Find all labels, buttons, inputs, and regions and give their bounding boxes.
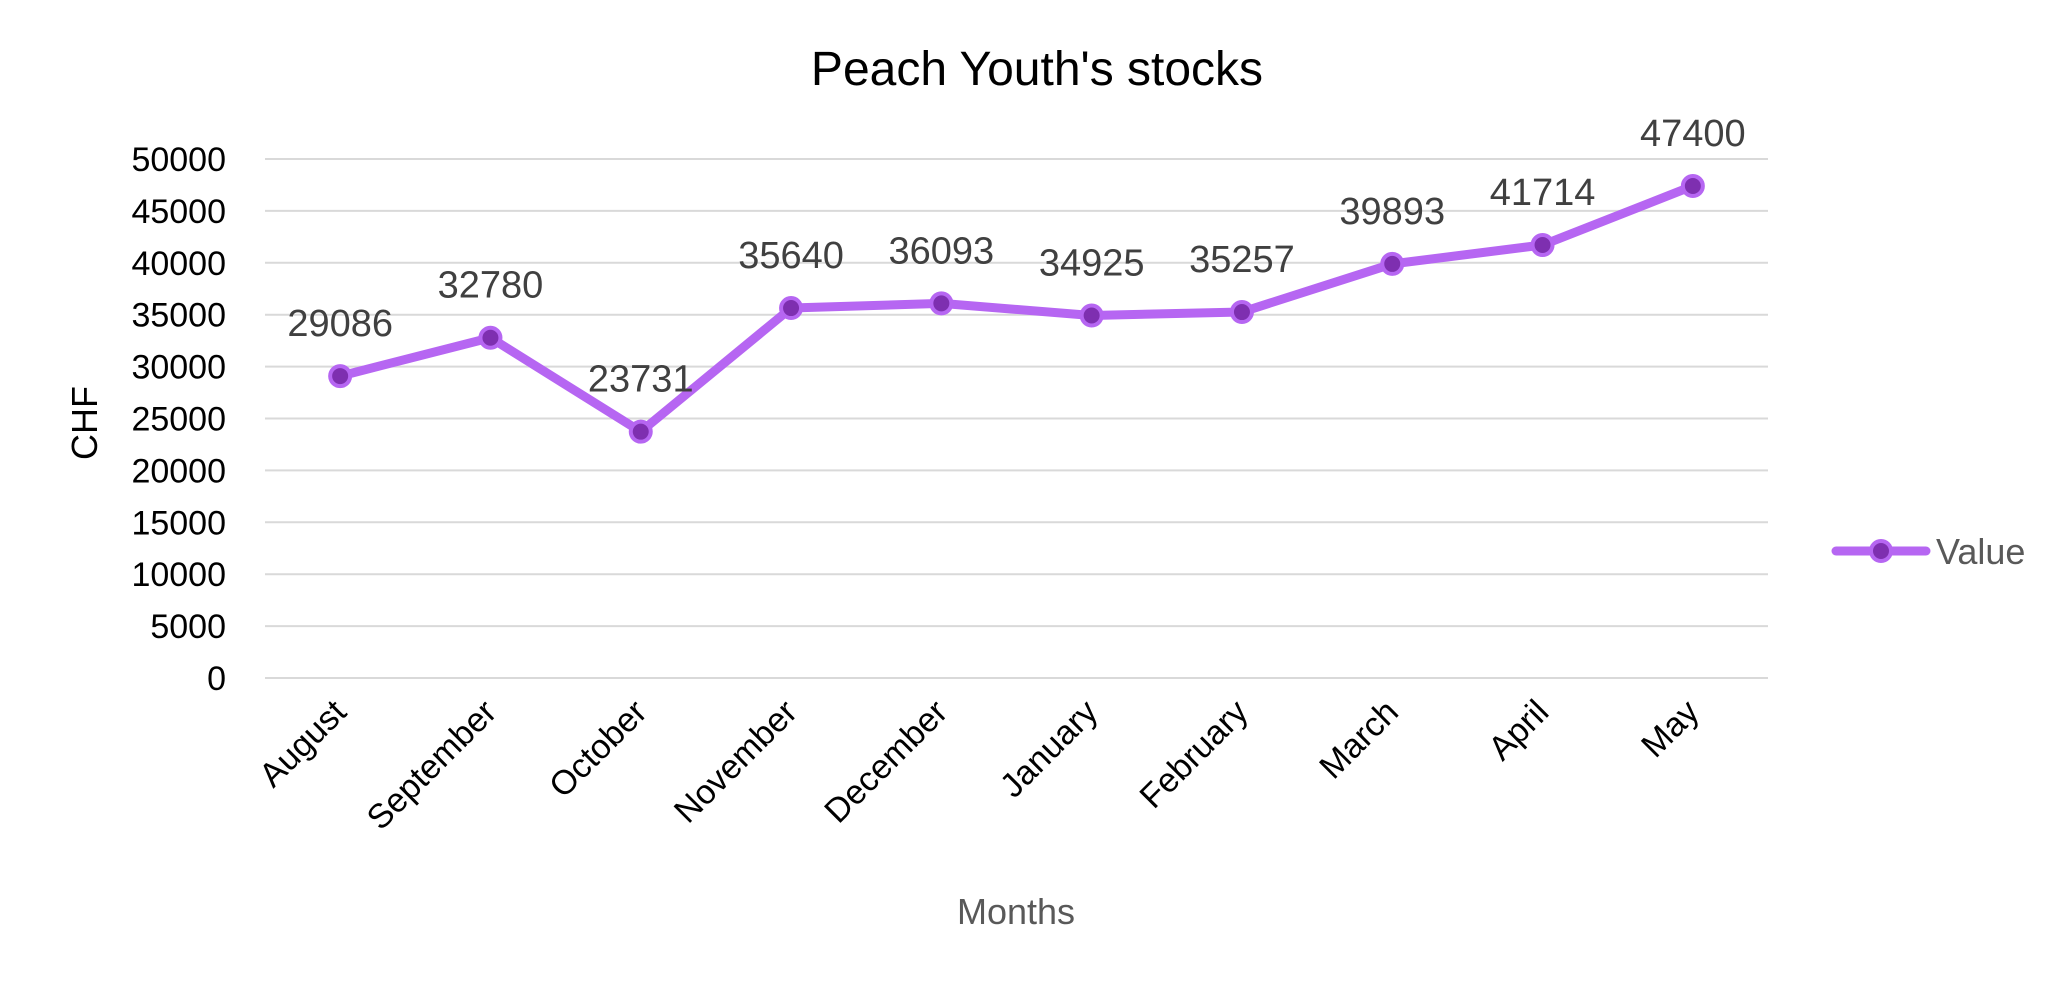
y-tick-label: 45000 <box>131 193 226 231</box>
data-point-march <box>1380 251 1405 276</box>
x-tick-label-november: November <box>667 693 805 831</box>
x-tick-label-april: April <box>1481 693 1556 768</box>
y-tick-label: 35000 <box>131 297 226 335</box>
legend: Value <box>1831 531 2025 572</box>
chart-title: Peach Youth's stocks <box>811 43 1263 96</box>
x-tick-label-march: March <box>1312 693 1406 787</box>
data-label-may: 47400 <box>1640 113 1746 155</box>
data-label-december: 36093 <box>889 230 995 272</box>
data-labels: 29086 32780 23731 35640 36093 34925 35257 39893… <box>287 113 1745 401</box>
data-label-january: 34925 <box>1039 242 1145 284</box>
x-tick-label-september: September <box>360 693 504 837</box>
legend-marker <box>1869 539 1893 563</box>
y-tick-label: 5000 <box>150 608 226 646</box>
legend-label-value: Value <box>1936 531 2025 572</box>
y-tick-label: 40000 <box>131 245 226 283</box>
data-label-august: 29086 <box>287 303 393 345</box>
data-label-october: 23731 <box>588 359 694 401</box>
series-value <box>328 173 1705 444</box>
series-line-0 <box>335 181 1698 437</box>
x-axis-ticks: August September October November December Ja… <box>252 692 1706 837</box>
x-axis-label: Months <box>957 891 1075 932</box>
data-label-november: 35640 <box>738 235 844 277</box>
x-tick-label-may: May <box>1634 693 1706 765</box>
x-tick-label-october: October <box>542 693 654 805</box>
y-tick-label: 0 <box>207 660 226 698</box>
data-point-november <box>779 296 804 321</box>
y-tick-label: 25000 <box>131 401 226 439</box>
y-axis-label: CHF <box>64 386 105 460</box>
data-label-february: 35257 <box>1189 239 1295 281</box>
y-axis-ticks: 0 5000 10000 15000 20000 25000 30000 35000 40000… <box>131 141 226 698</box>
x-tick-label-august: August <box>252 692 354 794</box>
data-point-september <box>478 325 503 350</box>
y-tick-label: 15000 <box>131 504 226 542</box>
data-point-december <box>929 291 954 316</box>
x-tick-label-february: February <box>1133 693 1256 816</box>
data-label-september: 32780 <box>438 265 544 307</box>
data-point-october <box>628 419 653 444</box>
data-point-may <box>1680 173 1705 198</box>
y-tick-label: 30000 <box>131 349 226 387</box>
data-point-january <box>1079 303 1104 328</box>
data-point-august <box>328 364 353 389</box>
y-tick-label: 50000 <box>131 141 226 179</box>
y-tick-label: 20000 <box>131 452 226 490</box>
x-tick-label-january: January <box>993 693 1105 805</box>
y-tick-label: 10000 <box>131 556 226 594</box>
data-point-february <box>1229 300 1254 325</box>
x-tick-label-december: December <box>817 693 955 831</box>
gridlines <box>265 158 1768 679</box>
data-point-april <box>1530 233 1555 258</box>
data-label-april: 41714 <box>1490 172 1596 214</box>
data-label-march: 39893 <box>1339 191 1445 233</box>
